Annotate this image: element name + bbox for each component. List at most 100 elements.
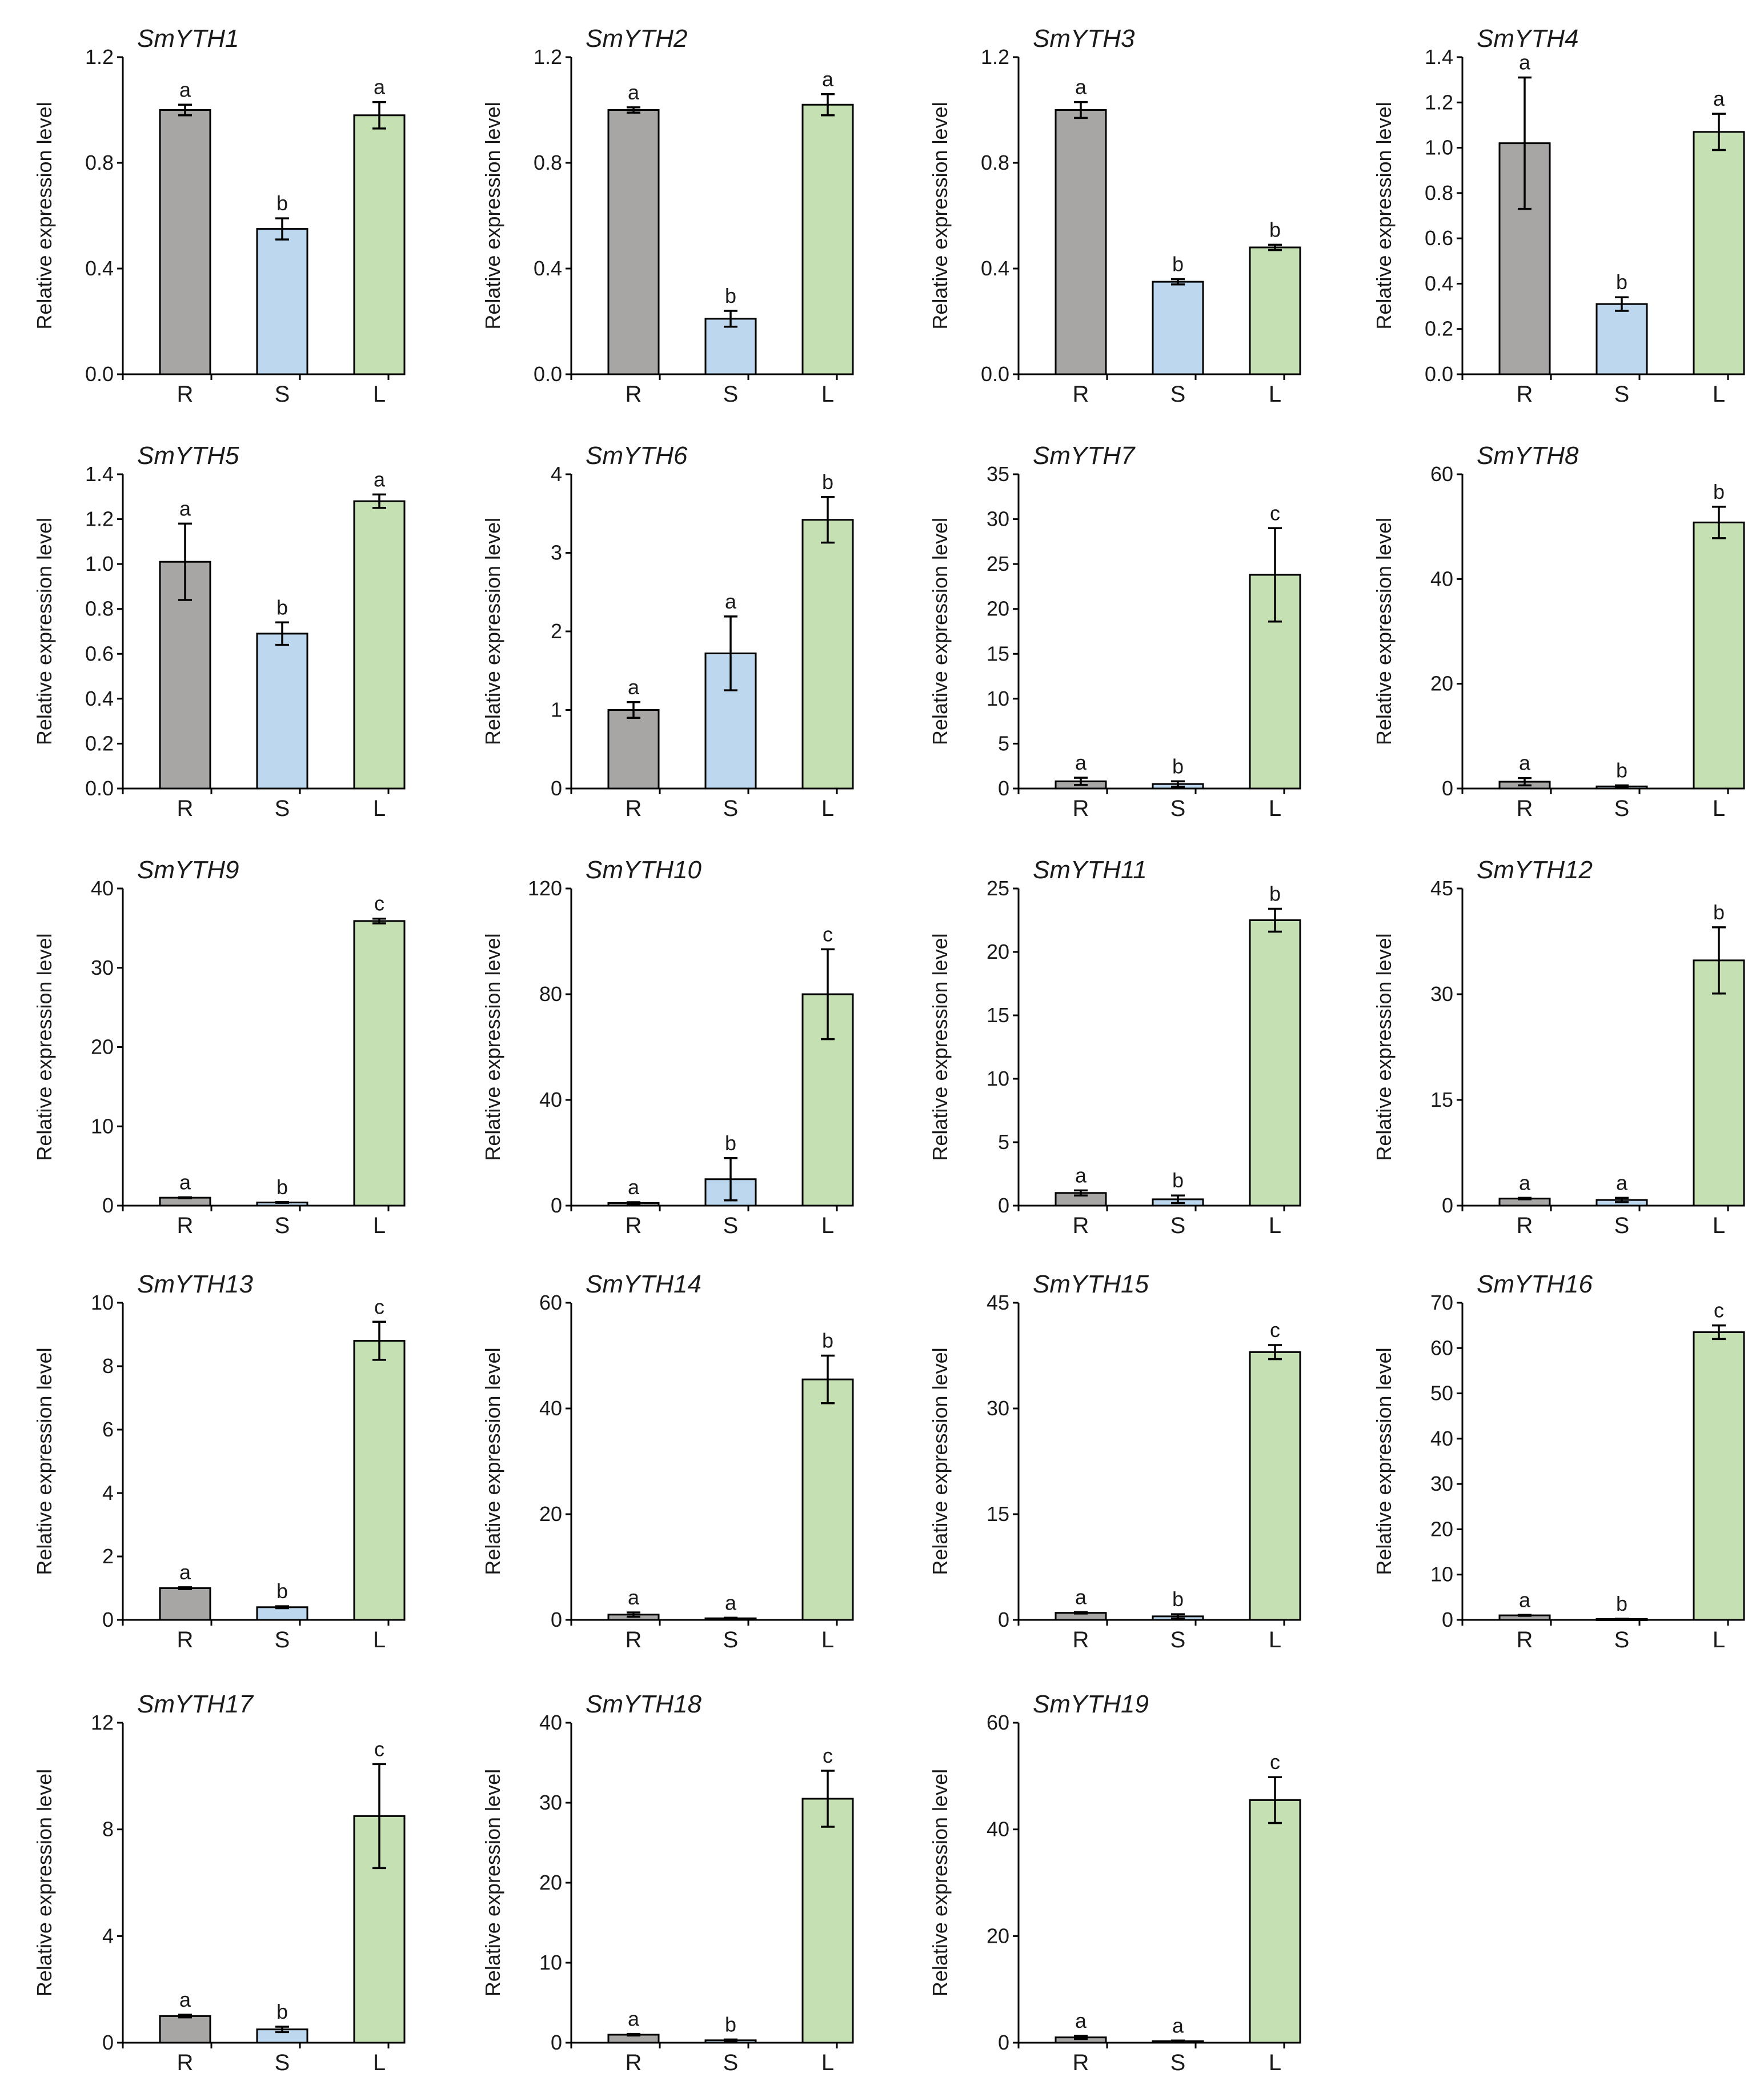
y-tick-label: 8: [102, 1818, 114, 1841]
y-tick-label: 0.0: [534, 362, 562, 386]
significance-label: b: [822, 470, 833, 494]
y-tick-label: 20: [987, 1924, 1009, 1947]
significance-label: a: [1519, 51, 1531, 74]
chart-panel: SmYTH17 Relative expression level 0 4 8 12 a Rb…: [33, 1690, 406, 2075]
y-axis-label: Relative expression level: [928, 1769, 952, 1996]
significance-label: b: [725, 1131, 736, 1155]
category-label: S: [1170, 1213, 1186, 1238]
category-label: R: [1517, 382, 1533, 407]
y-tick-label: 40: [987, 1818, 1009, 1841]
y-tick-label: 10: [539, 1951, 562, 1974]
chart-title: SmYTH10: [586, 856, 701, 884]
significance-label: b: [1172, 754, 1184, 778]
y-tick-label: 0.0: [1425, 362, 1453, 386]
significance-label: a: [725, 590, 737, 613]
category-label: R: [626, 382, 642, 407]
significance-label: a: [1075, 751, 1087, 774]
category-label: L: [373, 796, 386, 821]
y-tick-label: 2: [102, 1544, 114, 1568]
y-tick-label: 1.2: [85, 45, 114, 69]
category-label: S: [275, 1627, 290, 1652]
y-tick-label: 6: [102, 1418, 114, 1441]
chart-panel: SmYTH2 Relative expression level 0.0 0.4 0.8…: [481, 25, 854, 407]
y-tick-label: 0: [102, 2031, 114, 2054]
significance-label: a: [628, 81, 640, 104]
chart-title: SmYTH12: [1477, 856, 1593, 884]
chart-panel: SmYTH11 Relative expression level 0 5 10 15 20…: [928, 856, 1301, 1238]
y-tick-label: 0: [998, 777, 1009, 800]
category-label: L: [373, 1213, 386, 1238]
category-label: R: [177, 1627, 194, 1652]
category-label: L: [373, 1627, 386, 1652]
category-label: L: [1713, 1213, 1725, 1238]
significance-label: b: [276, 595, 288, 619]
significance-label: a: [822, 67, 834, 91]
category-label: L: [1269, 382, 1281, 407]
category-label: R: [1073, 382, 1089, 407]
significance-label: a: [1519, 751, 1531, 775]
y-tick-label: 30: [1430, 982, 1453, 1006]
category-label: L: [821, 1213, 834, 1238]
chart-title: SmYTH3: [1033, 25, 1135, 53]
chart-panel: SmYTH6 Relative expression level 0 1 2 3 4 a Ra S…: [481, 442, 854, 821]
chart-title: SmYTH18: [586, 1690, 701, 1718]
category-label: S: [275, 2050, 290, 2075]
y-tick-label: 3: [551, 541, 562, 565]
y-tick-label: 0.4: [981, 257, 1009, 280]
y-tick-label: 0: [551, 2031, 562, 2054]
chart-title: SmYTH7: [1033, 442, 1136, 470]
y-tick-label: 45: [1430, 877, 1453, 900]
y-tick-label: 35: [987, 462, 1009, 486]
chart-title: SmYTH2: [586, 25, 687, 53]
significance-label: c: [823, 922, 833, 946]
y-tick-label: 1: [551, 698, 562, 722]
category-label: S: [723, 1213, 739, 1238]
category-label: S: [275, 1213, 290, 1238]
significance-label: b: [1713, 480, 1725, 503]
category-label: S: [1614, 1213, 1630, 1238]
y-tick-label: 0: [998, 1608, 1009, 1631]
category-label: S: [1614, 796, 1630, 821]
y-tick-label: 45: [987, 1291, 1009, 1314]
bar-l: [1249, 1351, 1301, 1621]
y-tick-label: 40: [539, 1711, 562, 1734]
significance-label: c: [1714, 1299, 1724, 1322]
significance-label: b: [1269, 218, 1281, 241]
y-axis-label: Relative expression level: [1372, 102, 1396, 329]
bar-l: [1249, 1799, 1301, 2044]
y-tick-label: 5: [998, 731, 1009, 755]
category-label: L: [1713, 796, 1725, 821]
bar-s: [1152, 281, 1204, 375]
category-label: R: [1517, 1627, 1533, 1652]
y-tick-label: 20: [987, 940, 1009, 963]
category-label: L: [1269, 2050, 1281, 2075]
category-label: R: [1517, 796, 1533, 821]
bar-l: [801, 519, 854, 790]
y-tick-label: 10: [91, 1291, 114, 1314]
category-label: R: [626, 1213, 642, 1238]
y-tick-label: 4: [551, 462, 562, 486]
y-axis-label: Relative expression level: [928, 518, 952, 745]
significance-label: a: [1075, 1163, 1087, 1187]
y-tick-label: 0: [102, 1194, 114, 1217]
significance-label: a: [628, 675, 640, 699]
bar-r: [159, 2015, 211, 2044]
bar-l: [353, 920, 406, 1207]
bar-l: [801, 1798, 854, 2044]
significance-label: a: [374, 467, 386, 491]
y-axis-label: Relative expression level: [481, 933, 504, 1160]
category-label: L: [821, 796, 834, 821]
y-tick-label: 0.2: [1425, 317, 1453, 341]
category-label: R: [177, 2050, 194, 2075]
significance-label: a: [1075, 1585, 1087, 1608]
category-label: S: [1614, 382, 1630, 407]
y-tick-label: 1.2: [981, 45, 1009, 69]
y-tick-label: 1.4: [85, 462, 114, 486]
category-label: S: [1614, 1627, 1630, 1652]
y-tick-label: 0.0: [981, 362, 1009, 386]
chart-panel: SmYTH3 Relative expression level 0.0 0.4 0.8…: [928, 25, 1301, 407]
significance-label: a: [628, 2007, 640, 2031]
y-tick-label: 60: [1430, 1336, 1453, 1359]
chart-title: SmYTH4: [1477, 25, 1578, 53]
y-tick-label: 1.4: [1425, 45, 1453, 69]
